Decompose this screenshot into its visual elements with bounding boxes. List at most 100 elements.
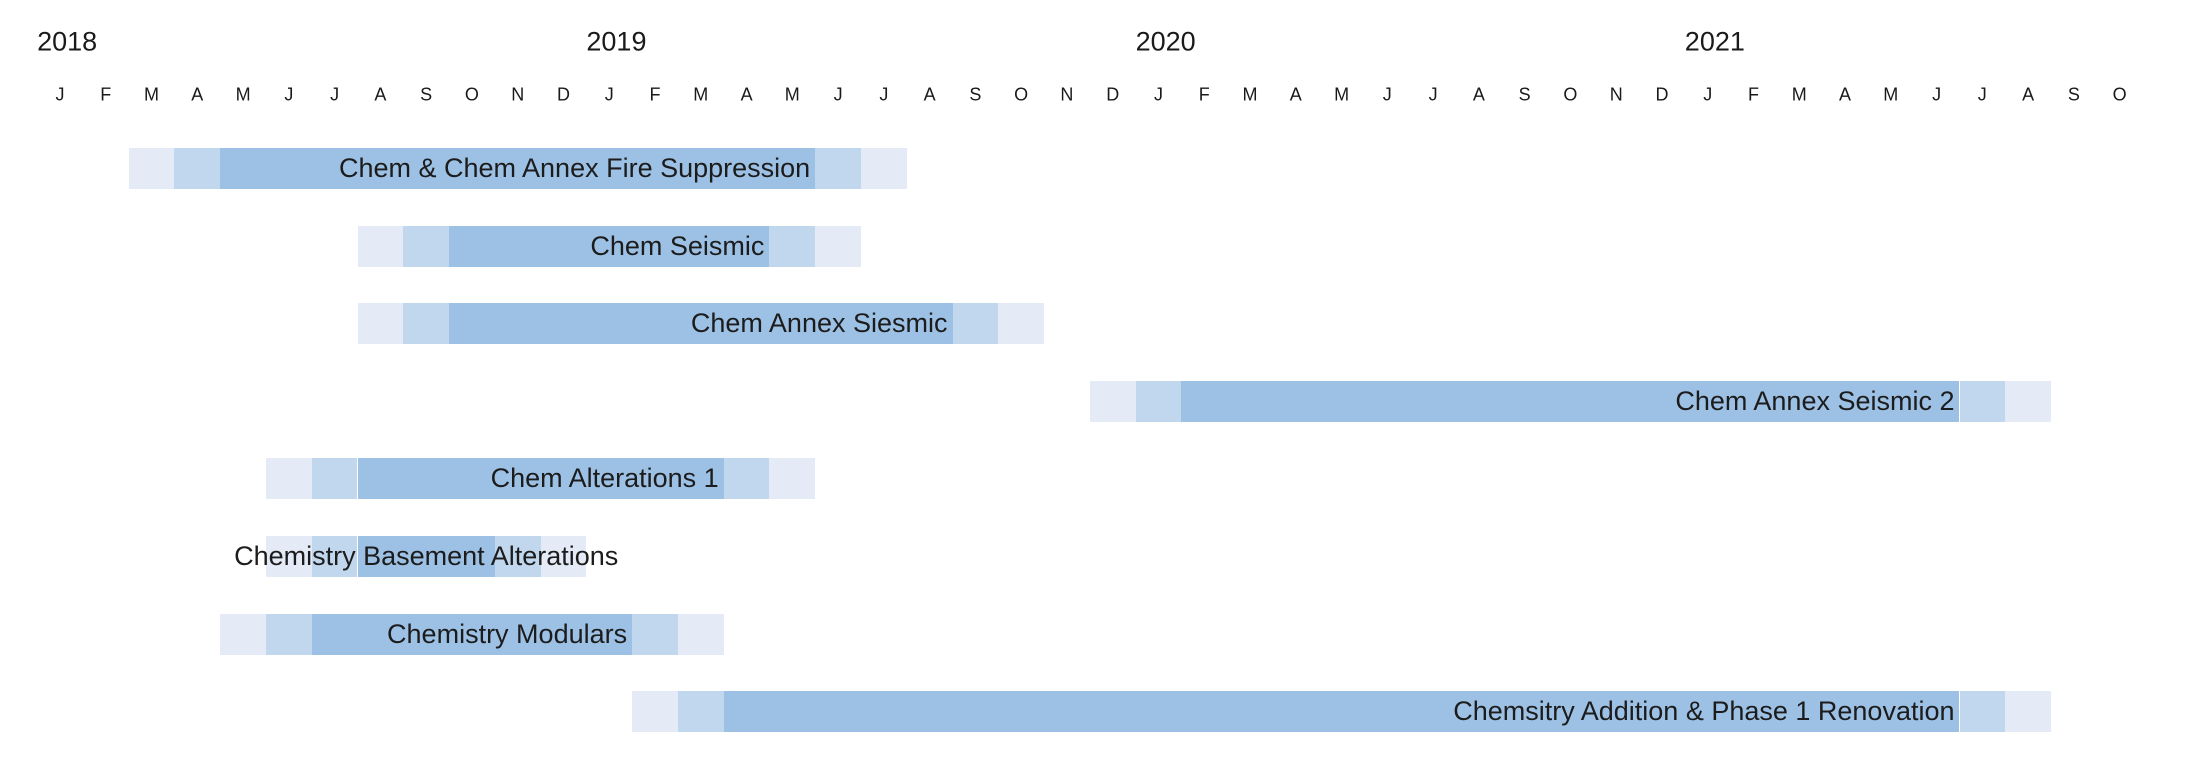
month-tick-label: D [1655, 84, 1669, 105]
phase-start-medium-segment [677, 691, 724, 733]
phase-main-segment [1181, 380, 1960, 422]
gantt-bar-chem-seismic[interactable] [0, 225, 2199, 267]
phase-end-light-segment [861, 148, 907, 189]
phase-start-medium-segment [403, 303, 450, 345]
phase-start-medium-segment [311, 536, 358, 577]
phase-end-light-segment [2005, 380, 2051, 422]
month-tick-label: M [693, 84, 709, 105]
phase-end-medium-segment [494, 536, 541, 577]
phase-end-medium-segment [1959, 691, 2006, 733]
phase-end-medium-segment [815, 148, 861, 189]
task-label-chem-annex-seismic-2: Chem Annex Seismic 2 [1675, 385, 1955, 416]
month-tick-label: O [2112, 84, 2127, 105]
month-tick-label: M [1883, 84, 1899, 105]
month-tick-label: A [374, 84, 387, 105]
phase-start-medium-segment [403, 225, 450, 267]
month-tick-label: J [879, 84, 889, 105]
month-tick-label: S [420, 84, 433, 105]
phase-end-medium-segment [769, 225, 816, 267]
task-label-chemistry-modulars: Chemistry Modulars [387, 618, 628, 649]
month-tick-label: S [2067, 84, 2080, 105]
month-tick-label: M [144, 84, 159, 105]
month-tick-label: O [1014, 84, 1029, 105]
phase-end-medium-segment [952, 303, 999, 345]
task-label-chemistry-basement-alterations: Chemistry Basement Alterations [234, 541, 619, 571]
month-tick-label: N [1609, 84, 1623, 105]
phase-start-light-segment [632, 691, 678, 733]
month-tick-label: A [1289, 84, 1302, 105]
month-tick-label: J [1703, 84, 1713, 105]
month-tick-label: O [464, 84, 479, 105]
month-tick-label: J [604, 84, 614, 105]
month-tick-label: J [1977, 84, 1987, 105]
phase-start-light-segment [128, 148, 175, 189]
phase-start-light-segment [357, 225, 404, 267]
phase-end-medium-segment [1959, 380, 2006, 422]
phase-end-light-segment [998, 303, 1045, 345]
task-label-chem-seismic: Chem Seismic [590, 230, 765, 261]
phase-start-light-segment [1089, 380, 1136, 422]
phase-end-light-segment [540, 536, 587, 577]
month-tick-label: J [1932, 84, 1942, 105]
phase-start-light-segment [357, 303, 404, 345]
task-label-chemsitry-addition-phase-1-renovation: Chemsitry Addition & Phase 1 Renovation [1453, 696, 1955, 727]
task-label-chem-annex-siesmic: Chem Annex Siesmic [690, 308, 948, 339]
gantt-bar-chem-annex-seismic-2[interactable] [0, 380, 2199, 422]
month-tick-label: D [557, 84, 570, 105]
phase-main-segment [311, 613, 633, 655]
month-tick-label: A [2022, 84, 2035, 105]
month-tick-label: J [1382, 84, 1392, 105]
month-tick-label: F [1748, 84, 1759, 105]
month-tick-label: J [1428, 84, 1438, 105]
gantt-bar-chemsitry-addition-phase-1-renovation[interactable] [0, 691, 2199, 733]
phase-end-medium-segment [632, 613, 678, 655]
month-tick-label: O [1563, 84, 1578, 105]
month-tick-label: N [1060, 84, 1074, 105]
month-tick-label: J [833, 84, 843, 105]
phase-start-light-segment [266, 536, 312, 577]
gantt-bar-chemistry-modulars[interactable] [0, 613, 2199, 655]
year-label-2018: 2018 [37, 26, 98, 57]
month-tick-label: J [1154, 84, 1163, 105]
month-tick-label: F [649, 84, 661, 105]
phase-main-segment [449, 303, 953, 345]
month-tick-label: J [284, 84, 294, 105]
month-tick-label: A [1472, 84, 1485, 105]
month-tick-label: S [1518, 84, 1531, 105]
month-tick-label: D [1106, 84, 1120, 105]
gantt-bar-chem-annex-siesmic[interactable] [0, 303, 2199, 345]
month-tick-label: J [330, 84, 340, 105]
phase-end-light-segment [815, 225, 861, 267]
gantt-bar-chem-alterations-1[interactable] [0, 458, 2199, 500]
phase-end-light-segment [677, 613, 724, 655]
task-label-chem-chem-annex-fire-suppression: Chem & Chem Annex Fire Suppression [338, 153, 811, 183]
year-label-2021: 2021 [1684, 26, 1745, 57]
phase-start-medium-segment [1135, 380, 1182, 422]
month-tick-label: M [1791, 84, 1807, 105]
phase-start-medium-segment [266, 613, 312, 655]
phase-start-light-segment [220, 613, 266, 655]
phase-end-light-segment [769, 458, 816, 500]
month-tick-label: A [1838, 84, 1851, 105]
month-tick-label: F [1198, 84, 1210, 105]
month-tick-label: N [511, 84, 525, 105]
gantt-bar-chemistry-basement-alterations[interactable] [0, 536, 2199, 577]
phase-main-segment [723, 691, 1960, 733]
month-tick-label: M [784, 84, 800, 105]
phase-main-segment [449, 225, 770, 267]
phase-start-medium-segment [311, 458, 358, 500]
year-label-2020: 2020 [1135, 26, 1196, 57]
phase-end-light-segment [2005, 691, 2051, 733]
gantt-bar-chem-chem-annex-fire-suppression[interactable] [0, 148, 2199, 189]
phase-start-light-segment [266, 458, 312, 500]
phase-start-medium-segment [174, 148, 221, 189]
month-tick-label: A [923, 84, 936, 105]
month-tick-label: J [55, 84, 65, 105]
month-tick-label: S [969, 84, 982, 105]
month-tick-label: A [740, 84, 753, 105]
phase-main-segment [357, 536, 495, 577]
month-tick-label: M [235, 84, 251, 105]
month-tick-label: F [100, 84, 112, 105]
phase-main-segment [357, 458, 724, 500]
